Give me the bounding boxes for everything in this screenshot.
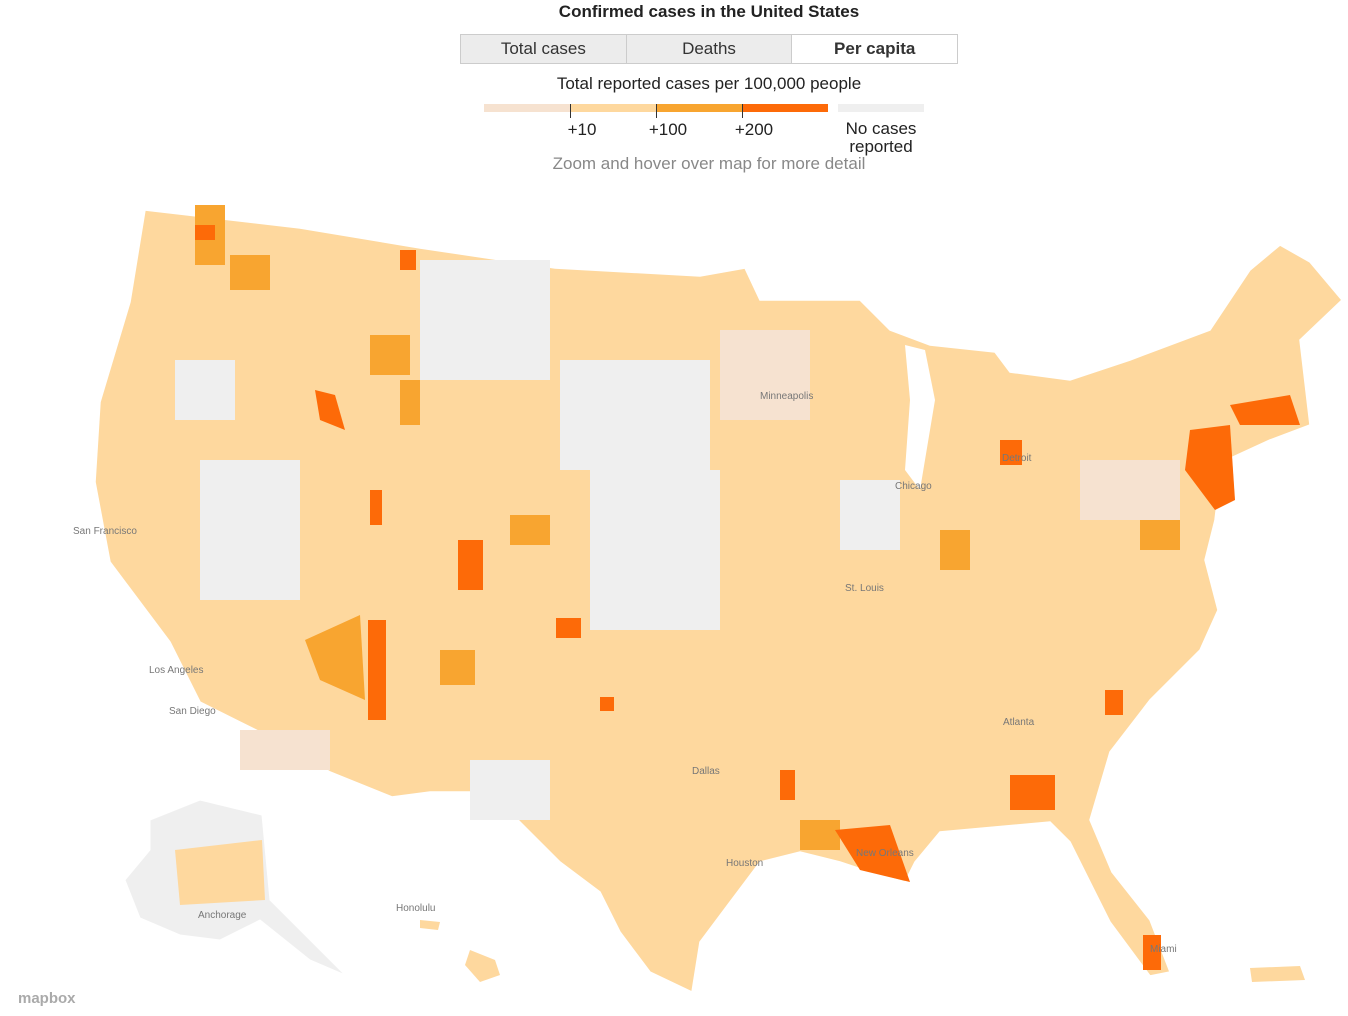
area	[370, 490, 382, 525]
hawaii	[465, 950, 500, 982]
tab-bar: Total cases Deaths Per capita	[460, 34, 958, 64]
area	[510, 515, 550, 545]
lake	[905, 345, 935, 490]
mid-areas	[195, 205, 1180, 850]
no-data-areas	[175, 260, 900, 820]
area	[1000, 440, 1022, 465]
legend-tick	[742, 104, 743, 118]
title: Confirmed cases in the United States	[558, 2, 860, 21]
area	[590, 470, 720, 630]
city-label: San Francisco	[73, 526, 137, 537]
map-layer: Minneapolis Detroit Chicago San Francisc…	[73, 205, 1344, 994]
city-label: Houston	[726, 858, 763, 869]
area	[1080, 460, 1180, 520]
city-label: Miami	[1150, 944, 1177, 955]
area	[940, 530, 970, 570]
area	[240, 730, 330, 770]
city-label: Chicago	[895, 481, 932, 492]
area	[400, 250, 416, 270]
area	[458, 540, 483, 590]
tab[interactable]: Deaths	[626, 35, 793, 63]
tab[interactable]: Per capita	[792, 35, 958, 63]
area	[305, 615, 365, 700]
area	[1185, 425, 1235, 510]
area	[556, 618, 581, 638]
alaska-area	[175, 840, 265, 905]
area	[1143, 935, 1161, 970]
area	[1230, 395, 1300, 425]
city-label: Detroit	[1002, 453, 1032, 464]
area	[370, 335, 410, 375]
legend-label: No cases reported	[845, 119, 917, 156]
legend-swatch	[742, 104, 828, 112]
area	[200, 460, 300, 600]
area	[420, 260, 550, 380]
legend-swatch	[484, 104, 570, 112]
puerto-rico	[1250, 966, 1305, 982]
area	[840, 480, 900, 550]
low-areas	[240, 330, 1180, 770]
legend-tick	[656, 104, 657, 118]
city-label: Minneapolis	[760, 391, 813, 402]
area	[1010, 775, 1055, 810]
area	[175, 360, 235, 420]
legend-swatch	[570, 104, 656, 112]
city-label: Los Angeles	[149, 665, 204, 676]
city-label: Honolulu	[396, 903, 435, 914]
area	[440, 650, 475, 685]
area	[1140, 520, 1180, 550]
area	[195, 225, 215, 240]
legend-label: +10	[567, 120, 597, 139]
legend-swatch	[656, 104, 742, 112]
area	[600, 697, 614, 711]
note: Zoom and hover over map for more detail	[552, 154, 866, 173]
area	[560, 360, 710, 470]
area	[720, 330, 810, 420]
area	[800, 820, 840, 850]
hawaii	[420, 920, 440, 930]
area	[470, 760, 550, 820]
area	[400, 380, 420, 425]
area	[315, 390, 345, 430]
city-label: Atlanta	[1003, 717, 1035, 728]
map: Minneapolis Detroit Chicago San Francisc…	[73, 205, 1344, 994]
legend-swatch	[838, 104, 924, 112]
legend-title: Total reported cases per 100,000 people	[556, 74, 862, 93]
legend-label: +100	[648, 120, 688, 139]
area	[780, 770, 795, 800]
area	[368, 620, 386, 720]
legend-label: +200	[734, 120, 774, 139]
area	[1105, 690, 1123, 715]
city-label: New Orleans	[856, 848, 914, 859]
city-label: Anchorage	[198, 910, 247, 921]
attribution: mapbox	[18, 990, 76, 1007]
city-label: St. Louis	[845, 583, 884, 594]
area	[230, 255, 270, 290]
city-label: Dallas	[692, 766, 720, 777]
high-areas	[195, 225, 1300, 970]
legend-tick	[570, 104, 571, 118]
city-label: San Diego	[169, 706, 216, 717]
area	[835, 825, 910, 882]
tab[interactable]: Total cases	[461, 35, 627, 63]
